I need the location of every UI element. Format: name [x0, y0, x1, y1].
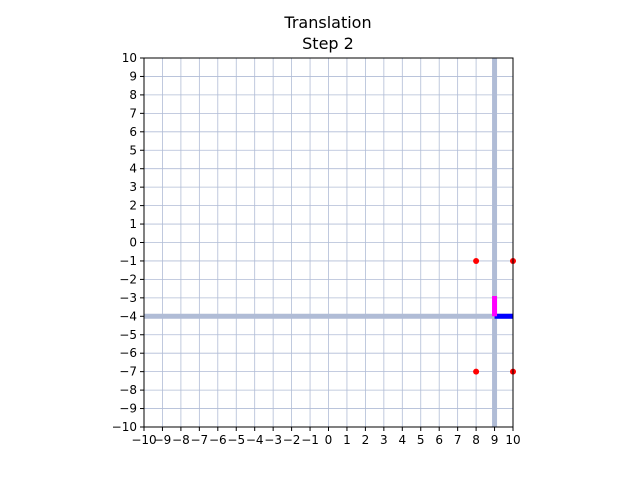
y-tick-label: 2 — [129, 199, 137, 213]
y-tick-label: 4 — [129, 162, 137, 176]
vectors — [492, 296, 513, 319]
grid — [143, 57, 514, 428]
x-tick-label: 4 — [398, 433, 406, 447]
x-tick-label: 8 — [472, 433, 480, 447]
highlight-lines — [144, 58, 513, 427]
x-tick-label: −6 — [209, 433, 227, 447]
y-tick-label: 1 — [129, 217, 137, 231]
x-tick-label: −3 — [264, 433, 282, 447]
x-tick-label: −9 — [154, 433, 172, 447]
x-tick-label: 2 — [362, 433, 370, 447]
y-tick-label: 8 — [129, 88, 137, 102]
y-tick-label: 5 — [129, 143, 137, 157]
x-tick-label: 1 — [343, 433, 351, 447]
data-point — [473, 257, 480, 264]
x-tick-label: 0 — [325, 433, 333, 447]
y-tick-label: −10 — [112, 420, 137, 434]
data-point — [473, 368, 480, 375]
x-tick-label: 9 — [491, 433, 499, 447]
y-tick-label: −1 — [119, 254, 137, 268]
y-tick-label: 10 — [122, 51, 137, 65]
chart-subtitle: Step 2 — [302, 34, 354, 53]
y-tick-label: −8 — [119, 383, 137, 397]
y-tick-label: 9 — [129, 69, 137, 83]
y-tick-label: −3 — [119, 291, 137, 305]
x-tick-label: −2 — [283, 433, 301, 447]
chart-title: Translation — [283, 13, 371, 32]
x-tick-label: −8 — [172, 433, 190, 447]
x-tick-label: 7 — [454, 433, 462, 447]
x-tick-label: 5 — [417, 433, 425, 447]
x-tick-label: −4 — [246, 433, 264, 447]
y-tick-label: 7 — [129, 106, 137, 120]
x-tick-label: −10 — [131, 433, 156, 447]
y-tick-label: 6 — [129, 125, 137, 139]
y-tick-label: −6 — [119, 346, 137, 360]
x-axis-ticks: −10−9 −8 −7 −6 −5 −4 −3 −2 −1 0 1 2 3 4 5 6 7 8 9 10 — [131, 427, 521, 447]
y-tick-label: 0 — [129, 236, 137, 250]
y-tick-label: −2 — [119, 272, 137, 286]
x-tick-label: 6 — [435, 433, 443, 447]
y-tick-label: −5 — [119, 328, 137, 342]
y-tick-label: 3 — [129, 180, 137, 194]
x-tick-label: −1 — [301, 433, 319, 447]
y-tick-label: −9 — [119, 402, 137, 416]
x-tick-label: −5 — [227, 433, 245, 447]
x-tick-label: 3 — [380, 433, 388, 447]
x-tick-label: 10 — [505, 433, 520, 447]
y-tick-label: −4 — [119, 309, 137, 323]
x-tick-label: −7 — [190, 433, 208, 447]
y-tick-label: −7 — [119, 365, 137, 379]
